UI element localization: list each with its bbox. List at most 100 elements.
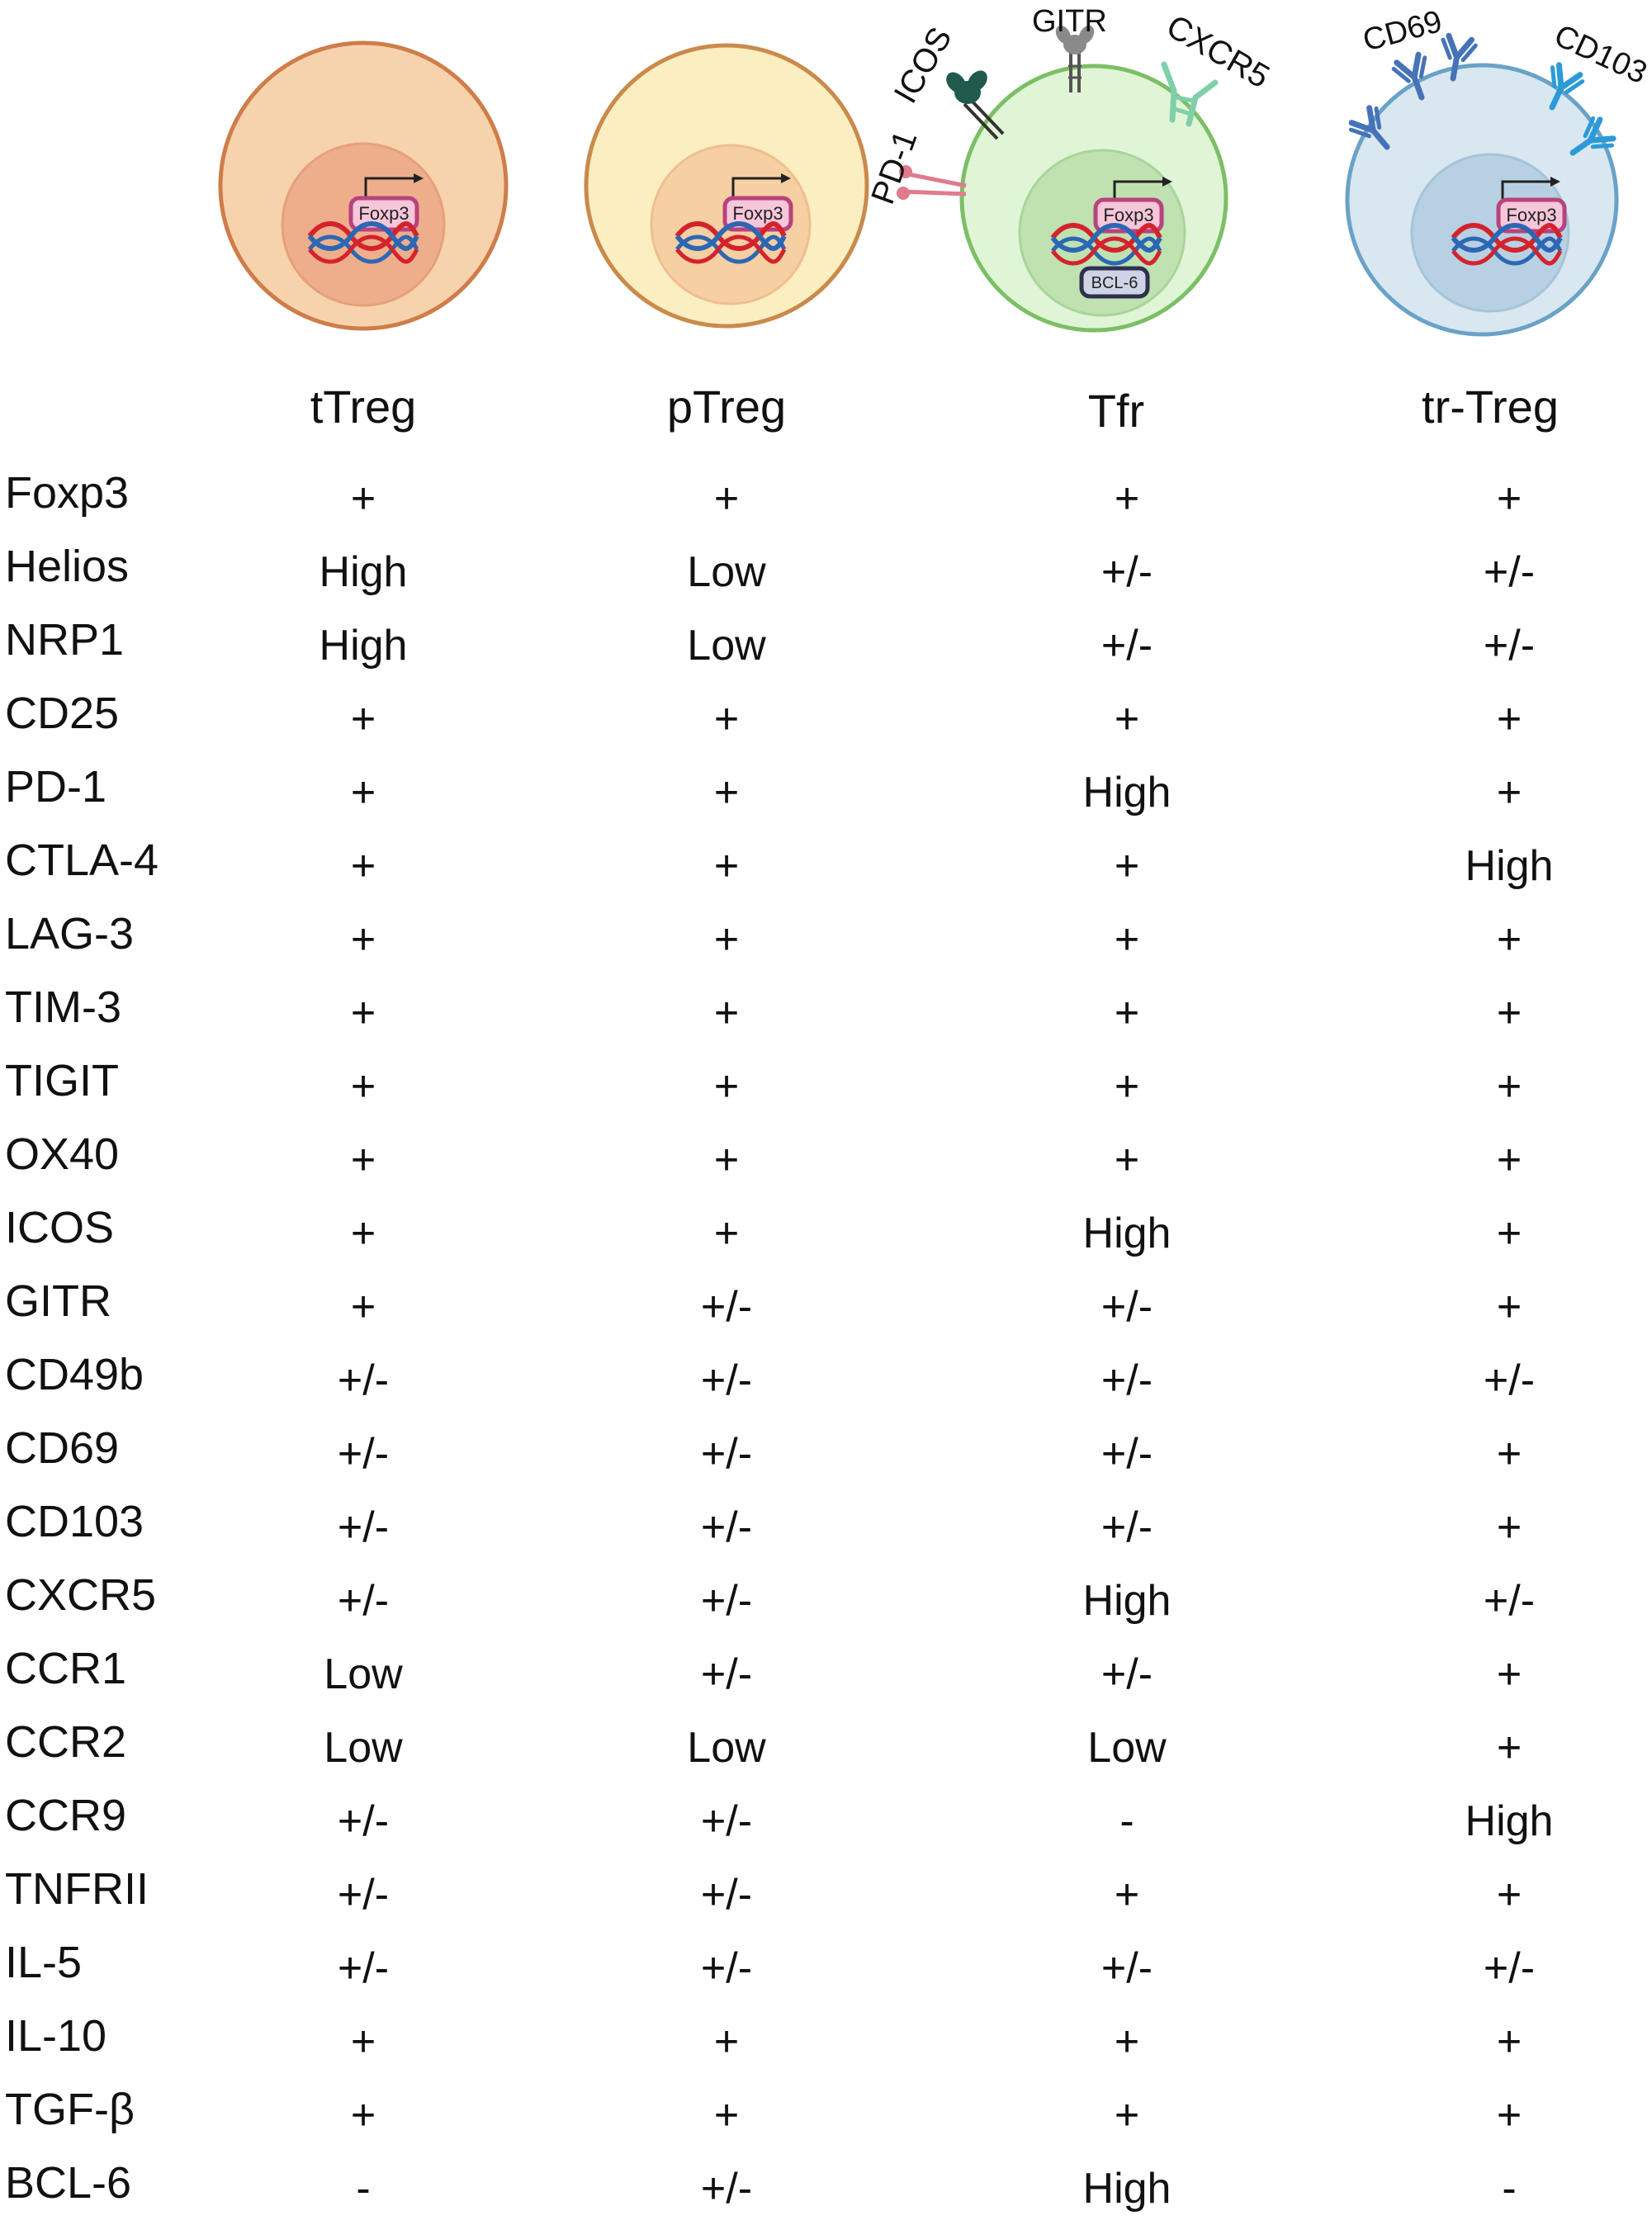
cell-trtreg: + — [1496, 1210, 1522, 1257]
row-label: BCL-6 — [5, 2158, 132, 2208]
row-label: TNFRII — [5, 1864, 149, 1914]
trtreg-foxp3-label: Foxp3 — [1506, 205, 1556, 225]
cell-tfr: +/- — [1101, 1356, 1153, 1404]
cell-trtreg: + — [1496, 1136, 1522, 1184]
row-label: ICOS — [5, 1203, 115, 1252]
cell-ptreg: + — [713, 2091, 740, 2139]
cell-trtreg: + — [1496, 1283, 1522, 1331]
cell-ttreg: +/- — [337, 1871, 390, 1919]
cell-trtreg: + — [1496, 1871, 1522, 1919]
cell-tfr: + — [1114, 695, 1140, 743]
cell-tfr: +/- — [1101, 622, 1153, 670]
cell-trtreg: + — [1496, 1503, 1522, 1551]
row-label: CXCR5 — [5, 1570, 157, 1620]
column-header-ttreg: tTreg — [310, 381, 417, 433]
cell-tfr: High — [1082, 1577, 1172, 1625]
cell-ttreg: +/- — [337, 1944, 390, 1992]
row-label: GITR — [5, 1276, 111, 1326]
row-label: OX40 — [5, 1129, 120, 1179]
column-header-ptreg: pTreg — [666, 381, 787, 433]
cell-tfr: +/- — [1101, 1503, 1153, 1551]
cell-trtreg: High — [1465, 1797, 1554, 1845]
cell-trtreg: + — [1496, 1063, 1522, 1110]
cell-tfr: - — [1119, 1797, 1134, 1845]
cell-tfr: + — [1114, 989, 1140, 1037]
pd1-receptor-label: PD-1 — [864, 125, 925, 209]
row-label: IL-5 — [5, 1938, 83, 1987]
cell-ptreg: + — [713, 916, 740, 963]
cell-ttreg: Low — [324, 1650, 403, 1698]
cell-tfr: + — [1114, 842, 1140, 890]
cell-ttreg: +/- — [337, 1577, 390, 1625]
cell-ptreg: +/- — [700, 1577, 753, 1625]
ptreg-cell: Foxp3 — [584, 43, 869, 329]
tfr-cell: Foxp3 BCL-6 PD-1 ICOS — [864, 4, 1276, 333]
cell-ttreg: + — [350, 695, 376, 743]
cell-ttreg: +/- — [337, 1503, 390, 1551]
cell-trtreg: + — [1496, 989, 1522, 1037]
cell-ptreg: +/- — [700, 1283, 753, 1331]
cell-ptreg: + — [713, 695, 740, 743]
row-label: CCR9 — [5, 1791, 127, 1840]
cell-ttreg: + — [350, 842, 376, 890]
cell-ptreg: + — [713, 2018, 740, 2066]
cell-ptreg: + — [713, 1063, 740, 1110]
cell-tfr: + — [1114, 2091, 1140, 2139]
cell-tfr: +/- — [1101, 1650, 1153, 1698]
cell-trtreg: +/- — [1483, 1356, 1536, 1404]
cell-trtreg: +/- — [1483, 622, 1536, 670]
trtreg-cell: Foxp3 CD69 CD103 — [1347, 4, 1652, 337]
cell-ptreg: +/- — [700, 1944, 753, 1992]
row-label: CD49b — [5, 1350, 144, 1399]
cell-ptreg: Low — [687, 622, 766, 670]
cell-trtreg: High — [1465, 842, 1554, 890]
cell-trtreg: + — [1496, 475, 1522, 523]
cd69-receptor-label: CD69 — [1359, 4, 1446, 59]
cell-ptreg: +/- — [700, 1650, 753, 1698]
cell-trtreg: + — [1496, 2018, 1522, 2066]
cell-ttreg: Low — [324, 1724, 403, 1772]
cell-ttreg: + — [350, 2091, 376, 2139]
cell-trtreg: + — [1496, 916, 1522, 963]
cell-trtreg: + — [1496, 1650, 1522, 1698]
cell-tfr: Low — [1087, 1724, 1167, 1772]
column-header-tfr: Tfr — [1087, 385, 1145, 437]
cell-ptreg: + — [713, 769, 740, 817]
cell-ttreg: + — [350, 1136, 376, 1184]
cell-ptreg: + — [713, 842, 740, 890]
row-label: PD-1 — [5, 762, 107, 812]
row-label: CD25 — [5, 689, 120, 738]
cell-trtreg: +/- — [1483, 1577, 1536, 1625]
cell-ttreg: - — [356, 2165, 371, 2213]
cell-trtreg: + — [1496, 2091, 1522, 2139]
row-label: CCR1 — [5, 1644, 127, 1693]
cell-tfr: + — [1114, 916, 1140, 963]
row-label: NRP1 — [5, 615, 125, 665]
ttreg-cell: Foxp3 — [218, 40, 509, 331]
row-label: CCR2 — [5, 1717, 127, 1767]
cell-illustrations: Foxp3 Foxp3 Foxp3 BCL-6 PD-1 — [218, 4, 1652, 337]
cell-ttreg: + — [350, 475, 376, 523]
column-header-trtreg: tr-Treg — [1422, 381, 1559, 433]
cell-trtreg: + — [1496, 1430, 1522, 1478]
cell-tfr: +/- — [1101, 1944, 1153, 1992]
cell-ptreg: +/- — [700, 1797, 753, 1845]
cell-tfr: +/- — [1101, 548, 1153, 596]
icos-receptor-label: ICOS — [888, 21, 959, 110]
cell-tfr: +/- — [1101, 1283, 1153, 1331]
row-label: TIM-3 — [5, 982, 121, 1032]
cell-tfr: High — [1082, 1210, 1172, 1257]
gitr-receptor-label: GITR — [1032, 4, 1107, 39]
cell-ptreg: +/- — [700, 1356, 753, 1404]
cell-ptreg: +/- — [700, 1430, 753, 1478]
row-label: Foxp3 — [5, 468, 130, 518]
cell-ttreg: High — [319, 548, 408, 596]
row-label: Helios — [5, 542, 130, 591]
cell-trtreg: + — [1496, 1724, 1522, 1772]
row-label: IL-10 — [5, 2011, 107, 2061]
cell-ttreg: + — [350, 1063, 376, 1110]
row-label: CD103 — [5, 1497, 144, 1546]
row-label: CD69 — [5, 1423, 120, 1473]
cell-ttreg: + — [350, 2018, 376, 2066]
cell-tfr: + — [1114, 475, 1140, 523]
